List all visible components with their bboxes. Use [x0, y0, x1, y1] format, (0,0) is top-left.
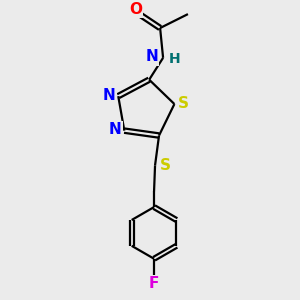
Text: N: N: [109, 122, 122, 137]
Text: N: N: [103, 88, 116, 103]
Text: O: O: [129, 2, 142, 16]
Text: S: S: [178, 95, 189, 110]
Text: F: F: [149, 276, 159, 291]
Text: S: S: [160, 158, 170, 173]
Text: N: N: [146, 49, 158, 64]
Text: H: H: [169, 52, 181, 66]
